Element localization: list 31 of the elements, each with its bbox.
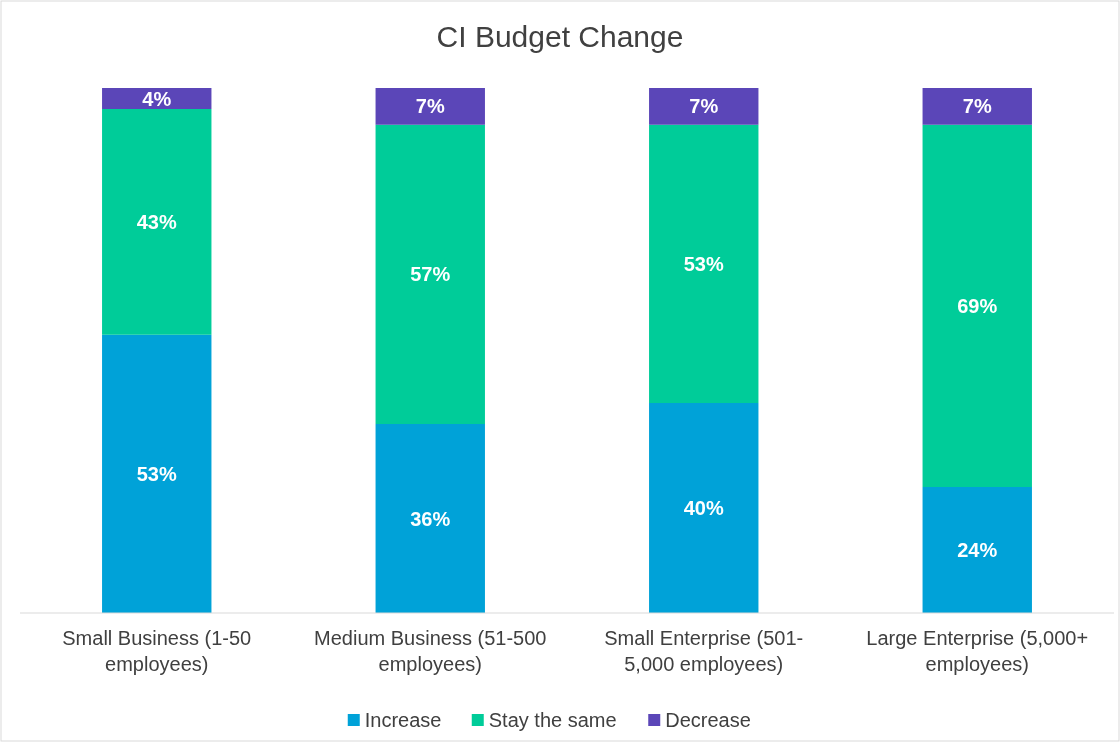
data-label: 40% [683,497,724,519]
bar [922,88,1032,125]
data-label: 24% [957,539,998,561]
data-label: 7% [415,95,445,118]
data-label: 36% [410,507,451,530]
legend-label: Decrease [665,709,751,731]
bar [375,424,485,613]
x-tick-label: Small Business (1-50 employees) [62,627,252,675]
data-label: 7% [689,95,719,118]
data-label: 53% [683,252,724,275]
data-label: 69% [957,294,998,317]
bar [922,487,1032,613]
bar [375,124,485,424]
bar [102,334,212,613]
bar [649,88,759,125]
data-label: 7% [962,95,992,118]
bar [922,124,1032,487]
data-label: 53% [136,462,177,485]
legend-label: Increase [364,709,442,731]
x-tick-label: Large Enterprise (5,000+ employees) [866,627,1089,675]
data-label: 4% [142,87,172,110]
bar [375,88,485,125]
legend-label: Stay the same [488,709,617,731]
x-tick-label: Medium Business (51-500 employees) [314,627,547,675]
data-label: 57% [410,263,451,286]
bar [649,124,759,403]
bar [649,403,759,613]
chart-title: CI Budget Change [436,20,684,53]
bar [102,109,212,335]
x-tick-label: Small Enterprise (501-5,000 employees) [604,627,804,675]
data-label: 43% [136,210,177,233]
